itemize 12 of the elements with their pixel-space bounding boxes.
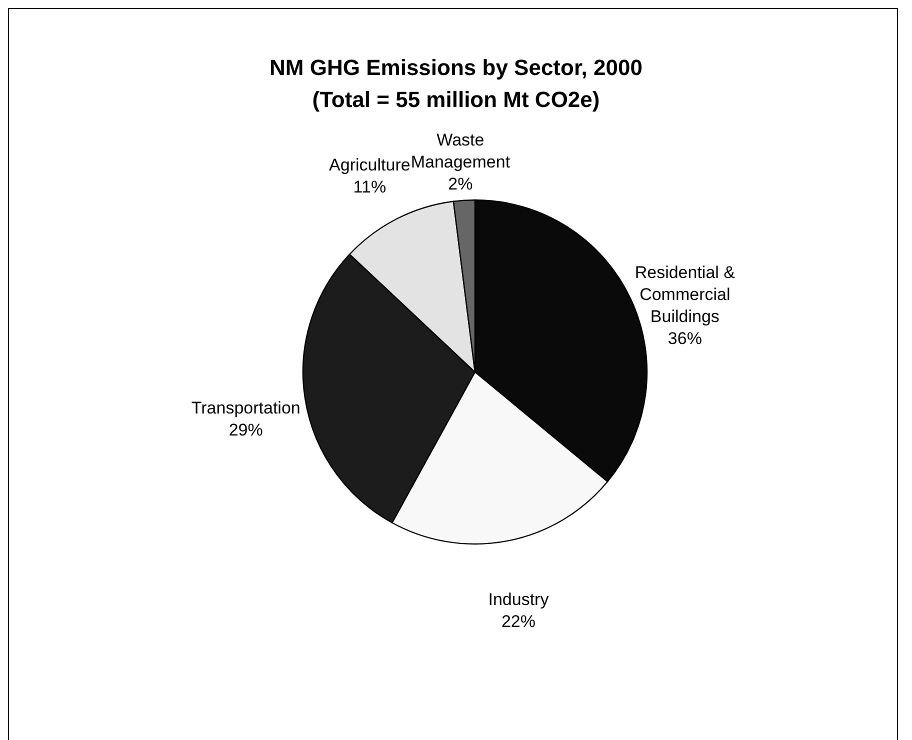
data-label: 11% bbox=[353, 177, 386, 196]
slice-label: Agriculture bbox=[329, 155, 410, 174]
data-label: 22% bbox=[501, 612, 536, 631]
slice-label: Industry bbox=[488, 590, 550, 609]
chart-subtitle: (Total = 55 million Mt CO2e) bbox=[312, 87, 600, 112]
slice-label: Waste Management bbox=[410, 130, 510, 172]
data-label: 36% bbox=[668, 329, 702, 348]
data-label: 2% bbox=[448, 174, 473, 194]
chart-title: NM GHG Emissions by Sector, 2000 bbox=[270, 55, 642, 80]
slice-label: Residential & Commercial Buildings bbox=[634, 263, 736, 326]
data-label: 29% bbox=[228, 420, 263, 440]
slice-label: Transportation bbox=[191, 398, 300, 418]
